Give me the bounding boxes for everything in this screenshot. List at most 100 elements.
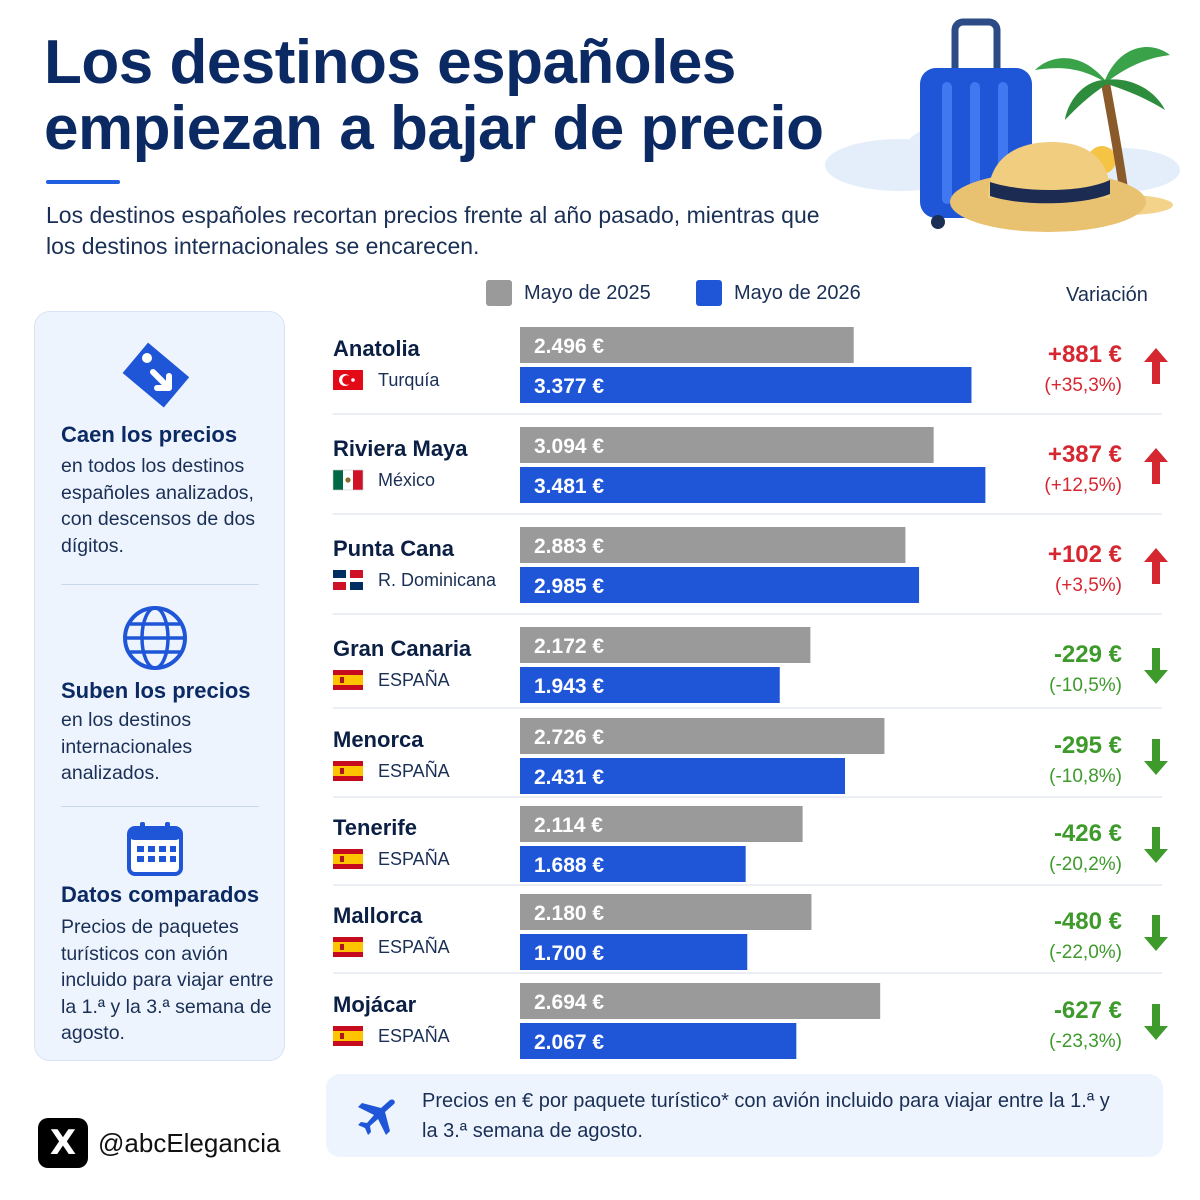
variation-value: -229 € <box>1054 641 1122 668</box>
turkey-flag <box>333 370 363 390</box>
destination-name: Mallorca <box>333 903 423 928</box>
variation-percent: (-20,2%) <box>1049 854 1122 875</box>
bar-label-2025: 2.180 € <box>534 902 604 925</box>
bar-2025 <box>520 806 803 842</box>
panel-text-data: Precios de paquetes turísticos con avión… <box>61 916 274 1044</box>
legend-swatch-2026 <box>696 280 722 306</box>
variation-percent: (+3,5%) <box>1055 575 1122 596</box>
destination-name: Anatolia <box>333 336 421 361</box>
bar-2026 <box>520 667 780 703</box>
airplane-icon <box>358 1099 395 1135</box>
bar-label-2025: 2.172 € <box>534 635 604 658</box>
bar-2025 <box>520 527 906 563</box>
bar-label-2026: 1.700 € <box>534 942 604 965</box>
bar-2025 <box>520 983 881 1019</box>
legend-label-2025: Mayo de 2025 <box>524 281 651 304</box>
bar-2025 <box>520 327 854 363</box>
bar-2026 <box>520 846 746 882</box>
bar-label-2025: 2.694 € <box>534 991 604 1014</box>
bar-2025 <box>520 718 885 754</box>
destination-country: R. Dominicana <box>378 570 497 590</box>
bar-label-2025: 2.496 € <box>534 335 604 358</box>
panel-title-prices-fall: Caen los precios <box>61 422 238 447</box>
variation-percent: (+12,5%) <box>1044 475 1122 496</box>
brand-handle-text: @abcElegancia <box>98 1127 281 1158</box>
arrow-down-icon <box>1144 739 1168 775</box>
bar-2025 <box>520 427 934 463</box>
variation-value: -295 € <box>1054 732 1122 759</box>
destination-name: Gran Canaria <box>333 636 472 661</box>
legend-swatch-2025 <box>486 280 512 306</box>
destination-country: México <box>378 470 435 490</box>
legend-item-2026: Mayo de 2026 <box>696 280 861 306</box>
bar-2026 <box>520 1023 797 1059</box>
dominican-flag <box>333 570 363 590</box>
destination-name: Riviera Maya <box>333 436 468 461</box>
brand-handle: X @abcElegancia <box>38 1118 281 1168</box>
destination-country: Turquía <box>378 370 440 390</box>
bar-2026 <box>520 934 748 970</box>
variation-percent: (-10,5%) <box>1049 675 1122 696</box>
variation-percent: (+35,3%) <box>1044 375 1122 396</box>
x-logo-icon: X <box>38 1118 88 1168</box>
arrow-down-icon <box>1144 827 1168 863</box>
bar-label-2025: 2.726 € <box>534 726 604 749</box>
info-panel: Caen los precios en todos los destinos e… <box>34 311 285 1061</box>
calendar-icon <box>127 822 183 876</box>
chart-legend: Mayo de 2025 Mayo de 2026 Variación <box>486 280 1176 312</box>
page-subtitle: Los destinos españoles recortan precios … <box>46 202 820 259</box>
arrow-down-icon <box>1144 648 1168 684</box>
spain-flag <box>333 937 363 957</box>
bar-label-2025: 3.094 € <box>534 435 604 458</box>
arrow-up-icon <box>1144 348 1168 384</box>
destination-country: ESPAÑA <box>378 936 450 957</box>
bar-label-2025: 2.114 € <box>534 814 603 837</box>
variation-percent: (-10,8%) <box>1049 766 1122 787</box>
variation-value: +881 € <box>1048 341 1122 368</box>
destination-country: ESPAÑA <box>378 760 450 781</box>
variation-value: -426 € <box>1054 820 1122 847</box>
arrow-up-icon <box>1144 548 1168 584</box>
legend-label-2026: Mayo de 2026 <box>734 281 861 304</box>
destination-name: Tenerife <box>333 815 417 840</box>
page-title: Los destinos españoles empiezan a bajar … <box>44 28 824 163</box>
mexico-flag <box>332 469 364 491</box>
spain-flag <box>333 1026 363 1046</box>
panel-text-prices-fall: en todos los destinos españoles analizad… <box>61 455 256 557</box>
destination-name: Menorca <box>333 727 424 752</box>
legend-item-2025: Mayo de 2025 <box>486 280 651 306</box>
price-tag-down-icon <box>122 342 190 408</box>
variation-percent: (-23,3%) <box>1049 1031 1122 1052</box>
bar-label-2026: 2.067 € <box>534 1031 604 1054</box>
destination-name: Mojácar <box>333 992 417 1017</box>
spain-flag <box>333 849 363 869</box>
panel-title-prices-rise: Suben los precios <box>61 678 251 703</box>
bar-2025 <box>520 894 812 930</box>
bar-label-2026: 1.688 € <box>534 854 604 877</box>
footnote-box: Precios en € por paquete turístico* con … <box>326 1074 1163 1157</box>
panel-title-data: Datos comparados <box>61 882 260 907</box>
panel-text-prices-rise: en los destinos internacionales analizad… <box>61 709 193 784</box>
bar-label-2025: 2.883 € <box>534 535 604 558</box>
destination-name: Punta Cana <box>333 536 455 561</box>
spain-flag <box>333 761 363 781</box>
destination-country: ESPAÑA <box>378 848 450 869</box>
hat-icon <box>988 142 1111 198</box>
variation-percent: (-22,0%) <box>1049 942 1122 963</box>
bar-2026 <box>520 367 972 403</box>
bar-label-2026: 2.985 € <box>534 575 604 598</box>
variation-value: -627 € <box>1054 997 1122 1024</box>
panel-divider <box>61 806 259 807</box>
bar-label-2026: 3.377 € <box>534 375 604 398</box>
bar-2025 <box>520 627 811 663</box>
destination-country: ESPAÑA <box>378 1025 450 1046</box>
arrow-down-icon <box>1144 1004 1168 1040</box>
variation-header: Variación <box>1066 284 1148 306</box>
price-chart: Anatolia Turquía 2.496 € 3.377 € +881 € (+35,… <box>332 327 1168 1059</box>
arrow-down-icon <box>1144 915 1168 951</box>
bar-2026 <box>520 758 845 794</box>
bar-label-2026: 3.481 € <box>534 475 604 498</box>
arrow-up-icon <box>1144 448 1168 484</box>
panel-divider <box>61 584 259 585</box>
bar-2026 <box>520 467 986 503</box>
